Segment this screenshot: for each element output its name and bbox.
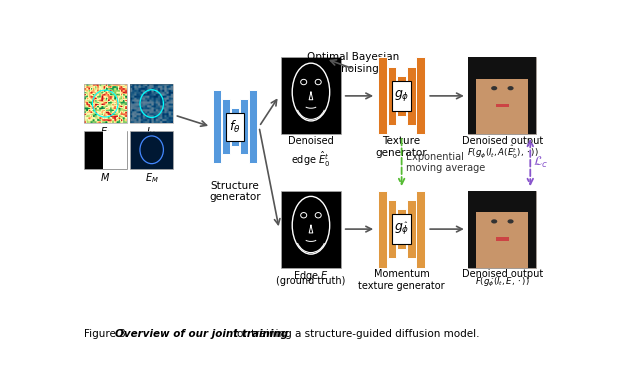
Bar — [281, 57, 341, 134]
Bar — [131, 131, 173, 169]
Bar — [131, 84, 173, 123]
Text: Denoised
edge $\hat{E}_0^t$: Denoised edge $\hat{E}_0^t$ — [288, 136, 334, 169]
Text: $F(g_\phi(I_t,A(\hat{E}_0^t),\cdot))$: $F(g_\phi(I_t,A(\hat{E}_0^t),\cdot))$ — [467, 144, 538, 160]
Bar — [495, 237, 509, 241]
Bar — [281, 191, 341, 268]
Bar — [528, 57, 536, 134]
Text: Optimal Bayesian
denoising: Optimal Bayesian denoising — [307, 52, 400, 74]
FancyBboxPatch shape — [226, 113, 244, 141]
Bar — [388, 200, 396, 258]
Bar — [131, 84, 173, 123]
Ellipse shape — [491, 219, 497, 223]
Bar — [249, 90, 257, 163]
Bar — [468, 57, 536, 79]
Ellipse shape — [491, 86, 497, 90]
Bar — [397, 209, 406, 249]
Bar — [103, 131, 127, 169]
Bar — [468, 191, 536, 268]
Bar — [231, 108, 239, 146]
Bar — [84, 84, 127, 123]
Text: $I_M$: $I_M$ — [147, 125, 157, 139]
Bar — [388, 67, 396, 125]
Bar — [213, 90, 221, 163]
Text: $E_t$: $E_t$ — [100, 125, 111, 139]
FancyBboxPatch shape — [392, 81, 411, 111]
Text: Figure 3.: Figure 3. — [84, 329, 132, 339]
Text: $g_{\hat{\phi}}$: $g_{\hat{\phi}}$ — [394, 221, 410, 237]
Bar — [240, 99, 248, 154]
Bar — [468, 57, 536, 134]
Bar — [417, 191, 425, 268]
Bar — [378, 191, 387, 268]
Bar — [468, 57, 476, 134]
Ellipse shape — [508, 219, 514, 223]
Text: Texture
generator: Texture generator — [376, 136, 428, 157]
Text: Exponential
moving average: Exponential moving average — [406, 152, 486, 173]
Text: Denoised output: Denoised output — [461, 269, 543, 279]
Bar — [397, 76, 406, 116]
Text: for training a structure-guided diffusion model.: for training a structure-guided diffusio… — [230, 329, 479, 339]
Ellipse shape — [508, 86, 514, 90]
Text: Momentum
texture generator: Momentum texture generator — [358, 269, 445, 291]
Bar — [222, 99, 230, 154]
Text: $f_\theta$: $f_\theta$ — [229, 119, 241, 135]
Bar — [528, 191, 536, 268]
Bar — [417, 57, 425, 134]
Bar — [468, 191, 536, 212]
Text: $E_M$: $E_M$ — [145, 172, 159, 185]
Text: $M$: $M$ — [100, 172, 110, 183]
Bar — [495, 104, 509, 107]
FancyBboxPatch shape — [392, 214, 411, 244]
Bar — [84, 131, 127, 169]
Bar — [378, 57, 387, 134]
Bar — [407, 200, 415, 258]
Text: Denoised output: Denoised output — [461, 136, 543, 146]
Text: $g_\phi$: $g_\phi$ — [394, 88, 410, 104]
Text: Edge $E$: Edge $E$ — [293, 269, 329, 283]
Bar — [407, 67, 415, 125]
Text: $F(g_{\hat{\phi}}(I_t,E,\cdot))$: $F(g_{\hat{\phi}}(I_t,E,\cdot))$ — [475, 276, 530, 289]
Text: (ground truth): (ground truth) — [276, 276, 346, 286]
Bar — [468, 191, 476, 268]
Text: $\mathcal{L}_c$: $\mathcal{L}_c$ — [533, 155, 549, 170]
Text: Structure
generator: Structure generator — [209, 181, 261, 202]
Text: Overview of our joint training: Overview of our joint training — [115, 329, 288, 339]
